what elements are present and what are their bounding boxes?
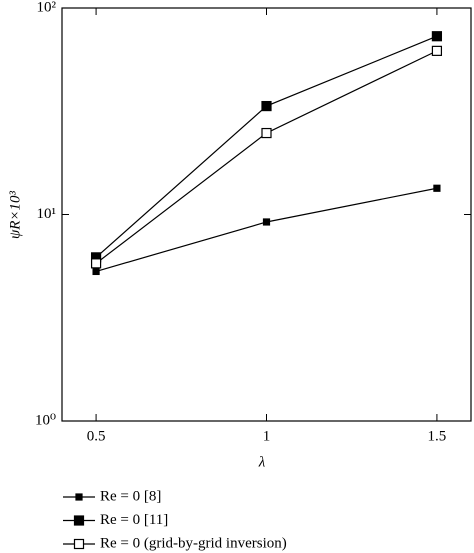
series-line — [95, 187, 438, 273]
plot-frame — [61, 7, 472, 422]
legend-marker — [73, 538, 85, 550]
x-axis-label: λ — [258, 454, 266, 470]
x-tick-label: 1.5 — [428, 428, 447, 444]
data-point — [261, 100, 272, 112]
data-point — [433, 184, 441, 192]
x-tick-label: 0.5 — [87, 428, 106, 444]
legend-label: Re = 0 [8] — [100, 488, 161, 504]
legend-label: Re = 0 (grid-by-grid inversion) — [100, 535, 287, 551]
y-axis-label: ψR×10³ — [7, 190, 23, 239]
y-tick-label: 10¹ — [37, 206, 57, 222]
x-tick-label: 1 — [263, 428, 271, 444]
legend-marker — [73, 515, 85, 526]
data-point — [431, 31, 443, 42]
legend-label: Re = 0 [11] — [100, 512, 168, 528]
series-line — [95, 50, 438, 264]
y-tick-label: 10⁰ — [35, 412, 56, 428]
data-point — [90, 258, 102, 269]
data-point — [431, 45, 443, 56]
data-point — [262, 218, 271, 226]
data-point — [92, 267, 100, 276]
legend-marker — [75, 493, 83, 501]
y-tick-label: 10² — [37, 0, 57, 15]
data-point — [261, 127, 272, 139]
